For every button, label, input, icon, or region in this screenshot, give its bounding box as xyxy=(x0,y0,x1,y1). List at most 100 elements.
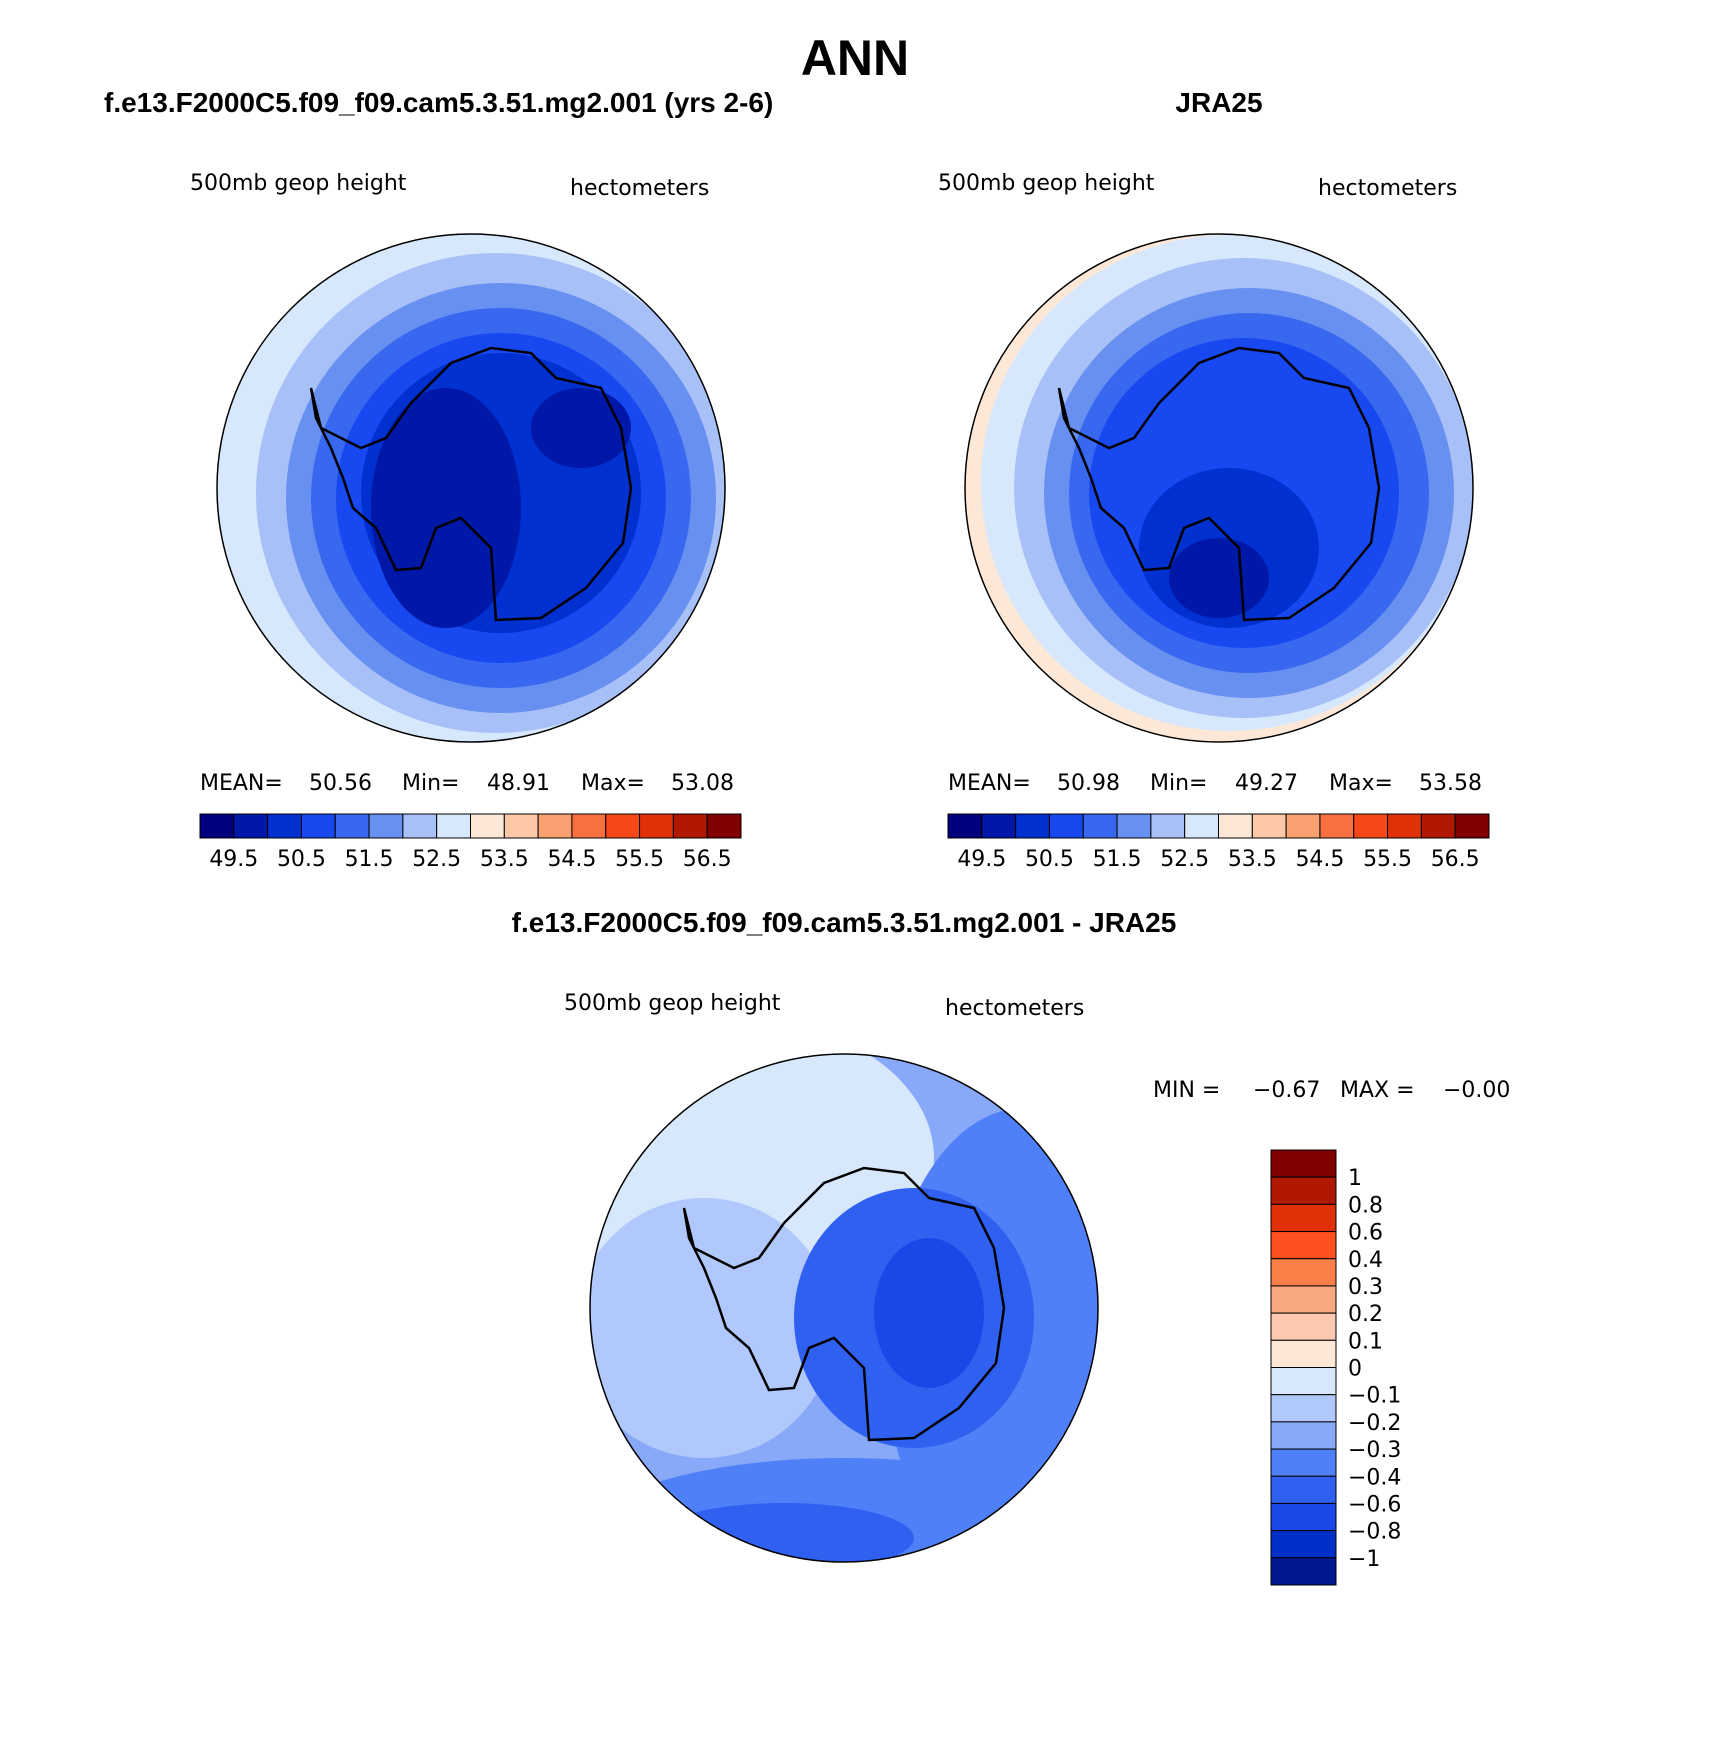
colorbar-label: −0.2 xyxy=(1348,1411,1401,1436)
colorbar-box xyxy=(1270,1231,1337,1260)
colorbar-label: 52.5 xyxy=(412,847,461,872)
colorbar-box xyxy=(1270,1339,1337,1368)
colorbar-box xyxy=(1270,1475,1337,1504)
figure-title: ANN xyxy=(801,30,909,86)
colorbar-box xyxy=(1251,813,1287,839)
colorbar-label: 0.3 xyxy=(1348,1275,1383,1300)
map xyxy=(216,233,726,743)
stat-text: 49.27 xyxy=(1235,771,1298,796)
map xyxy=(589,1053,1099,1563)
colorbar-label: 56.5 xyxy=(1431,847,1480,872)
colorbar-box xyxy=(199,813,235,839)
colorbar-label: 49.5 xyxy=(957,847,1006,872)
units-label: hectometers xyxy=(1318,176,1457,201)
colorbar-label: 0 xyxy=(1348,1357,1362,1382)
colorbar-box xyxy=(436,813,471,839)
map xyxy=(964,233,1474,743)
colorbar-label: 52.5 xyxy=(1160,847,1209,872)
colorbar-box xyxy=(947,813,983,839)
colorbar-box xyxy=(1319,813,1355,839)
colorbar-box xyxy=(706,813,742,839)
colorbar-box xyxy=(267,813,302,839)
stat-text: Max= xyxy=(1329,771,1393,796)
colorbar-box xyxy=(1353,813,1389,839)
variable-label: 500mb geop height xyxy=(564,991,781,1016)
colorbar-label: 50.5 xyxy=(1025,847,1074,872)
panel-title: f.e13.F2000C5.f09_f09.cam5.3.51.mg2.001 … xyxy=(104,87,773,118)
colorbar-label: 51.5 xyxy=(345,847,394,872)
stat-text: 53.58 xyxy=(1419,771,1482,796)
colorbar-label: 55.5 xyxy=(1363,847,1412,872)
colorbar-box xyxy=(672,813,708,839)
colorbar-label: 0.1 xyxy=(1348,1329,1383,1354)
units-label: hectometers xyxy=(570,176,709,201)
stat-text: 50.56 xyxy=(309,771,372,796)
colorbar-box xyxy=(503,813,539,839)
colorbar-label: 56.5 xyxy=(683,847,732,872)
stat-text: MIN = xyxy=(1153,1078,1220,1103)
colorbar-box xyxy=(639,813,674,839)
colorbar-label: 53.5 xyxy=(1228,847,1277,872)
stat-text: MAX = xyxy=(1340,1078,1415,1103)
colorbar-box xyxy=(1270,1203,1337,1233)
stat-text: MEAN= xyxy=(948,771,1031,796)
colorbar-box xyxy=(1270,1176,1337,1205)
colorbar-box xyxy=(605,813,641,839)
colorbar-label: 0.4 xyxy=(1348,1248,1383,1273)
colorbar-box xyxy=(233,813,269,839)
colorbar-box xyxy=(1116,813,1152,839)
stat-text: Max= xyxy=(581,771,645,796)
colorbar-box xyxy=(1285,813,1321,839)
colorbar-box xyxy=(1270,1557,1337,1586)
stat-text: 48.91 xyxy=(487,771,550,796)
colorbar-box xyxy=(1270,1502,1337,1532)
colorbar-box xyxy=(1270,1530,1337,1559)
panel-title: f.e13.F2000C5.f09_f09.cam5.3.51.mg2.001 … xyxy=(512,907,1177,938)
colorbar-label: −0.4 xyxy=(1348,1465,1401,1490)
colorbar-label: −1 xyxy=(1348,1547,1380,1572)
colorbar-label: 55.5 xyxy=(615,847,664,872)
colorbar-label: −0.3 xyxy=(1348,1438,1401,1463)
colorbar-box xyxy=(1150,813,1186,839)
colorbar-label: 53.5 xyxy=(480,847,529,872)
colorbar-box xyxy=(1082,813,1118,839)
colorbar-label: 54.5 xyxy=(547,847,596,872)
colorbar-box xyxy=(1454,813,1490,839)
colorbar-box xyxy=(981,813,1017,839)
colorbar-box xyxy=(334,813,370,839)
colorbar-box xyxy=(1184,813,1219,839)
stat-text: MEAN= xyxy=(200,771,283,796)
stat-text: 53.08 xyxy=(671,771,734,796)
stat-text: 50.98 xyxy=(1057,771,1120,796)
colorbar-label: 49.5 xyxy=(209,847,258,872)
colorbar-label: 51.5 xyxy=(1093,847,1142,872)
colorbar-box xyxy=(1270,1421,1337,1450)
colorbar-box xyxy=(1270,1367,1337,1396)
colorbar-label: 54.5 xyxy=(1295,847,1344,872)
colorbar-box xyxy=(571,813,607,839)
stat-text: Min= xyxy=(402,771,459,796)
colorbar-box xyxy=(1015,813,1050,839)
colorbar-box xyxy=(1270,1312,1337,1341)
units-label: hectometers xyxy=(945,996,1084,1021)
colorbar-label: −0.8 xyxy=(1348,1520,1401,1545)
colorbar-box xyxy=(402,813,438,839)
colorbar-label: 0.2 xyxy=(1348,1302,1383,1327)
stat-text: −0.00 xyxy=(1443,1078,1510,1103)
colorbar-box xyxy=(300,813,336,839)
colorbar-box xyxy=(1270,1448,1337,1477)
colorbar-box xyxy=(1420,813,1456,839)
colorbar-box xyxy=(1218,813,1253,839)
colorbar-label: −0.6 xyxy=(1348,1492,1401,1517)
colorbar-box xyxy=(1387,813,1422,839)
stat-text: −0.67 xyxy=(1253,1078,1320,1103)
colorbar-box xyxy=(470,813,505,839)
variable-label: 500mb geop height xyxy=(938,171,1155,196)
variable-label: 500mb geop height xyxy=(190,171,407,196)
colorbar-box xyxy=(1270,1285,1337,1314)
colorbar-label: 0.8 xyxy=(1348,1193,1383,1218)
colorbar-box xyxy=(368,813,404,839)
colorbar-box xyxy=(1270,1394,1337,1423)
colorbar-label: 1 xyxy=(1348,1166,1362,1191)
